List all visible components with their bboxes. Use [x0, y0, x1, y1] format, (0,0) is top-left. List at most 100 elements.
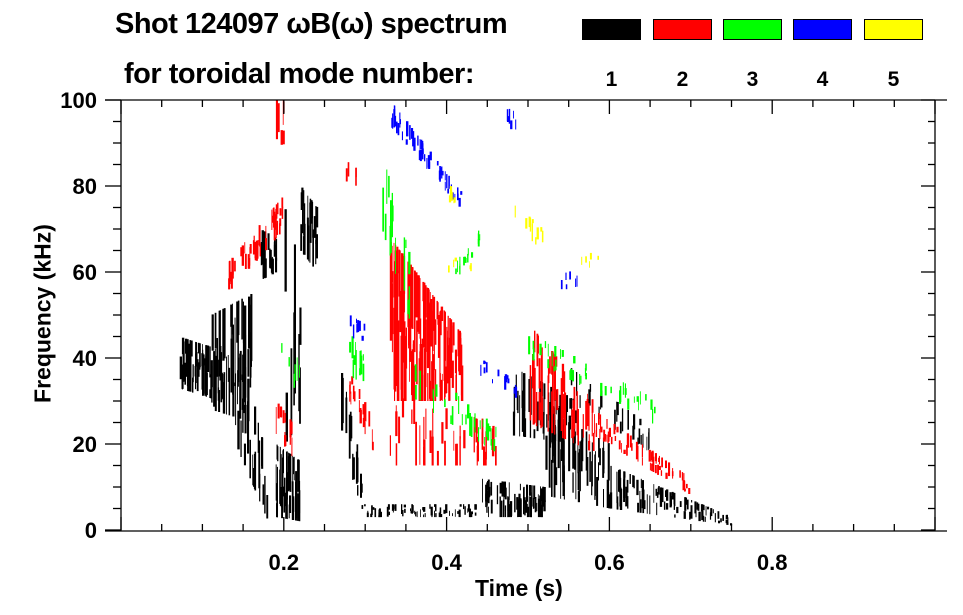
spectral-mark-mode-1 [503, 499, 505, 518]
spectral-mark-mode-2 [411, 409, 413, 424]
spectral-mark-mode-1 [244, 305, 247, 398]
spectral-mark-mode-1 [578, 449, 580, 472]
spectral-mark-mode-1 [569, 398, 572, 409]
mode-1-region [284, 209, 302, 442]
spectral-mark-mode-1 [242, 301, 244, 344]
spectral-mark-mode-1 [619, 488, 623, 510]
spectral-mark-mode-1 [532, 497, 535, 509]
spectral-mark-mode-1 [275, 257, 278, 273]
spectral-mark-mode-1 [236, 301, 239, 343]
spectral-mark-mode-1 [656, 492, 659, 498]
spectral-mark-mode-3 [414, 385, 417, 400]
spectral-mark-mode-2 [598, 413, 600, 425]
spectral-mark-mode-1 [633, 414, 636, 430]
spectral-mark-mode-1 [414, 510, 416, 515]
spectral-mark-mode-2 [668, 462, 671, 477]
spectral-mark-mode-2 [688, 488, 691, 494]
spectral-mark-mode-3 [459, 265, 461, 275]
spectral-mark-mode-2 [427, 288, 430, 333]
spectral-mark-mode-3 [299, 364, 300, 378]
spectral-mark-mode-3 [444, 399, 446, 407]
spectral-mark-mode-2 [599, 414, 602, 430]
spectral-mark-mode-1 [248, 296, 251, 349]
spectral-mark-mode-1 [463, 504, 465, 510]
spectral-mark-mode-1 [287, 472, 289, 487]
spectral-mark-mode-2 [398, 416, 401, 444]
mode-3-region [382, 169, 411, 319]
spectral-mark-mode-1 [283, 486, 286, 513]
spectral-mark-mode-1 [279, 469, 281, 504]
spectral-mark-mode-2 [411, 267, 414, 329]
spectral-mark-mode-1 [560, 449, 562, 499]
spectral-mark-mode-1 [643, 489, 645, 503]
spectral-mark-mode-2 [395, 443, 398, 466]
spectral-mark-mode-1 [218, 390, 221, 412]
spectral-mark-mode-3 [388, 175, 390, 198]
spectral-mark-mode-1 [614, 409, 616, 430]
spectral-mark-mode-1 [674, 492, 676, 507]
spectral-mark-mode-2 [564, 371, 566, 416]
spectral-mark-mode-1 [617, 496, 619, 510]
spectral-mark-mode-2 [279, 406, 283, 417]
spectral-mark-mode-4 [442, 170, 444, 176]
spectral-mark-mode-1 [513, 386, 516, 417]
spectral-mark-mode-3 [479, 420, 481, 430]
spectral-mark-mode-1 [312, 229, 314, 267]
spectral-mark-mode-1 [362, 505, 363, 509]
spectral-mark-mode-2 [683, 473, 685, 484]
spectral-mark-mode-1 [663, 501, 666, 510]
spectral-mark-mode-2 [444, 343, 446, 398]
spectral-mark-mode-1 [546, 414, 548, 428]
spectral-mark-mode-2 [618, 440, 621, 450]
spectral-mark-mode-2 [436, 300, 438, 320]
spectral-mark-mode-2 [463, 430, 466, 449]
spectral-mark-mode-1 [504, 487, 507, 500]
spectral-mark-mode-2 [409, 299, 412, 362]
spectral-mark-mode-1 [600, 394, 602, 410]
chart-title: Shot 124097 ωB(ω) spectrum [115, 8, 508, 40]
spectral-mark-mode-1 [303, 237, 305, 255]
spectral-mark-mode-3 [408, 286, 410, 310]
spectral-mark-mode-2 [679, 470, 681, 478]
spectral-mark-mode-1 [598, 462, 599, 481]
spectral-mark-mode-2 [393, 307, 396, 390]
y-tick-label: 60 [73, 260, 97, 285]
spectral-mark-mode-3 [474, 413, 476, 433]
spectral-mark-mode-3 [553, 366, 555, 372]
spectral-mark-mode-3 [478, 230, 480, 235]
spectral-mark-mode-2 [351, 376, 354, 385]
spectral-mark-mode-1 [279, 446, 281, 495]
spectral-mark-mode-1 [717, 511, 720, 519]
spectral-mark-mode-2 [538, 358, 541, 389]
spectral-mark-mode-1 [378, 515, 381, 518]
spectral-mark-mode-1 [496, 485, 499, 505]
spectral-mark-mode-1 [415, 512, 417, 517]
spectral-mark-mode-1 [468, 508, 471, 518]
spectral-mark-mode-3 [384, 213, 387, 241]
spectral-mark-mode-1 [632, 425, 635, 440]
spectral-mark-mode-2 [289, 419, 292, 438]
mode-3-region [349, 336, 365, 382]
spectral-mark-mode-3 [464, 258, 467, 263]
spectral-mark-mode-4 [420, 139, 423, 150]
spectral-mark-mode-1 [710, 508, 713, 517]
spectral-mark-mode-2 [429, 380, 432, 401]
spectral-mark-mode-1 [345, 391, 347, 415]
spectral-mark-mode-1 [247, 401, 250, 454]
spectral-mark-mode-2 [455, 375, 457, 401]
spectral-mark-mode-1 [665, 503, 669, 510]
spectral-mark-mode-2 [629, 435, 632, 448]
spectral-mark-mode-2 [553, 354, 556, 401]
spectral-mark-mode-2 [389, 435, 391, 456]
spectral-mark-mode-1 [640, 435, 642, 445]
spectral-mark-mode-1 [671, 491, 674, 500]
spectral-mark-mode-3 [572, 370, 574, 382]
spectral-mark-mode-1 [507, 508, 509, 518]
spectral-mark-mode-2 [591, 399, 594, 413]
spectral-mark-mode-2 [588, 403, 590, 431]
spectral-mark-mode-2 [396, 311, 398, 356]
spectral-mark-mode-5 [453, 197, 456, 203]
spectral-mark-mode-1 [598, 438, 600, 458]
legend-swatch-mode-5 [864, 19, 923, 40]
